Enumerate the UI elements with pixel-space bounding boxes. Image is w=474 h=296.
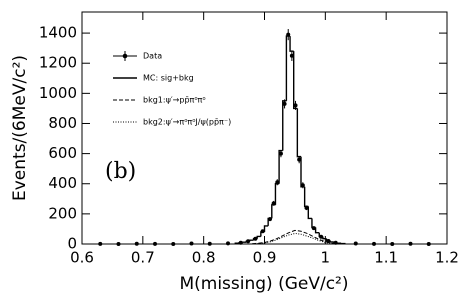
y-tick-label: 400 bbox=[48, 174, 77, 192]
histogram-bin bbox=[329, 240, 334, 243]
x-tick-label: 0.7 bbox=[131, 249, 155, 267]
data-point bbox=[253, 236, 258, 241]
data-point bbox=[408, 241, 413, 246]
data-point bbox=[300, 183, 305, 188]
y-tick-label: 1000 bbox=[39, 84, 77, 102]
legend-label: MC: sig+bkg bbox=[143, 74, 194, 83]
data-point bbox=[390, 242, 395, 246]
data-point bbox=[134, 241, 139, 246]
histogram-bin bbox=[274, 183, 280, 205]
legend-swatch bbox=[122, 53, 128, 59]
x-tick-label: 0.8 bbox=[192, 249, 216, 267]
histogram-bin bbox=[241, 241, 247, 243]
x-tick-label: 1.1 bbox=[374, 249, 398, 267]
histogram-bin bbox=[340, 242, 346, 245]
histogram-bin bbox=[278, 149, 283, 184]
data-point bbox=[246, 239, 251, 244]
histogram-bin bbox=[307, 206, 312, 220]
annotation: (b) bbox=[105, 159, 136, 184]
data-point bbox=[271, 201, 276, 206]
y-tick-label: 0 bbox=[67, 235, 77, 253]
y-tick-label: 200 bbox=[48, 204, 77, 222]
data-point bbox=[426, 242, 431, 246]
data-point bbox=[311, 226, 316, 231]
data-point bbox=[297, 157, 302, 162]
y-tick-label: 1400 bbox=[39, 24, 77, 42]
data-point bbox=[238, 240, 243, 245]
y-tick-label: 1200 bbox=[39, 54, 77, 72]
x-tick-label: 1 bbox=[321, 249, 331, 267]
data-point bbox=[189, 241, 194, 246]
x-axis-label: M(missing) (GeV/c²) bbox=[179, 274, 348, 294]
plot-frame bbox=[81, 11, 448, 245]
histogram-bin bbox=[256, 235, 261, 239]
histogram-bin bbox=[322, 236, 327, 240]
data-point bbox=[260, 229, 265, 234]
data-point bbox=[226, 241, 230, 246]
histogram-bin bbox=[336, 242, 342, 244]
histogram-bin bbox=[311, 218, 316, 229]
y-axis-label: Events/(6MeV/c²) bbox=[10, 55, 30, 201]
data-point bbox=[326, 238, 331, 243]
x-tick-label: 0.9 bbox=[253, 249, 277, 267]
histogram-bin bbox=[249, 239, 254, 242]
data-point bbox=[278, 151, 283, 156]
histogram-bin bbox=[282, 100, 287, 151]
legend-label: Data bbox=[143, 52, 162, 61]
histogram-bin bbox=[289, 36, 294, 52]
data-point bbox=[353, 241, 358, 246]
background-line bbox=[252, 229, 338, 245]
histogram-bin bbox=[303, 186, 309, 208]
y-tick-label: 600 bbox=[48, 144, 77, 162]
data-point bbox=[98, 241, 103, 246]
data-point bbox=[289, 53, 294, 58]
data-point bbox=[207, 241, 212, 246]
data-point bbox=[286, 32, 291, 37]
legend-label: bkg2:ψ′→π⁰π⁰J/ψ(pp̄π⁻) bbox=[143, 118, 231, 127]
data-point bbox=[171, 242, 176, 246]
data-point bbox=[372, 241, 376, 246]
histogram-bin bbox=[271, 204, 276, 219]
data-point bbox=[153, 241, 157, 246]
data-point bbox=[304, 205, 309, 210]
data-point bbox=[116, 242, 121, 246]
x-tick-label: 1.2 bbox=[435, 249, 459, 267]
data-point bbox=[293, 103, 298, 108]
data-point bbox=[282, 101, 287, 106]
x-tick-label: 0.6 bbox=[70, 249, 94, 267]
histogram-bin bbox=[314, 227, 320, 234]
histogram-bin bbox=[293, 51, 298, 110]
data-point bbox=[319, 234, 324, 239]
y-tick-label: 800 bbox=[48, 114, 77, 132]
histogram-bin bbox=[234, 242, 239, 244]
histogram-bin bbox=[296, 108, 301, 158]
data-point bbox=[267, 217, 272, 222]
data-point bbox=[275, 180, 280, 185]
legend-label: bkg1:ψ′→pp̄π⁰π⁰ bbox=[143, 96, 206, 105]
data-point bbox=[333, 240, 338, 245]
histogram-bin bbox=[263, 225, 269, 232]
